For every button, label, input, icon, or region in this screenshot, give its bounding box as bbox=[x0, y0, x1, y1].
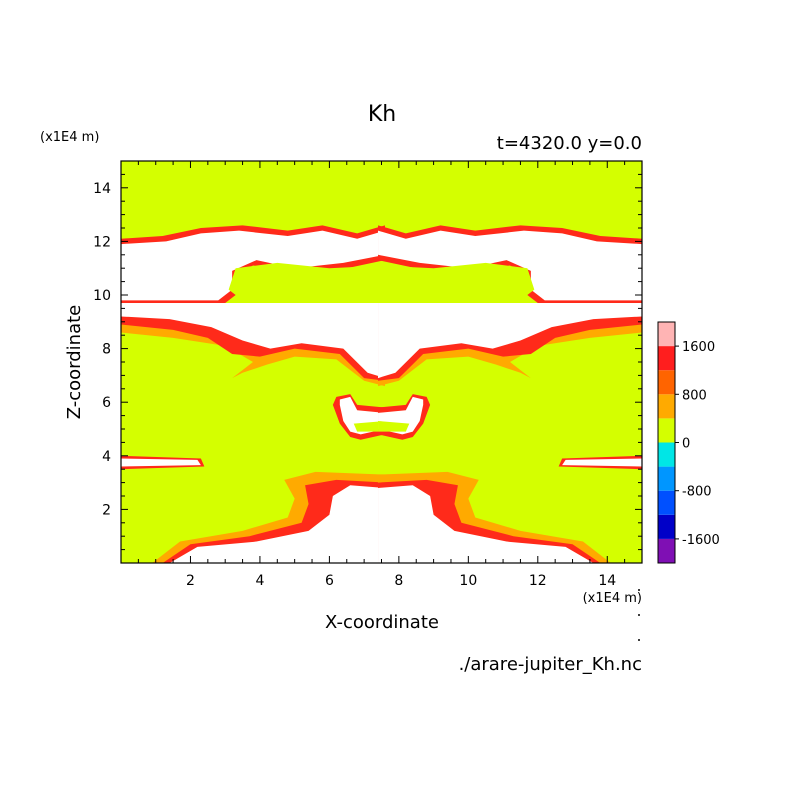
colorbar-swatch bbox=[658, 514, 675, 539]
y-tick-label: 14 bbox=[93, 181, 111, 197]
contour-band bbox=[562, 458, 642, 467]
contour-band bbox=[121, 458, 201, 467]
colorbar-swatch bbox=[658, 370, 675, 395]
contour-band bbox=[378, 420, 410, 432]
source-file-label: ./arare-jupiter_Kh.nc bbox=[459, 654, 642, 675]
x-tick-label: 12 bbox=[529, 573, 547, 589]
contour-band bbox=[378, 230, 642, 301]
y-axis-title: Z-coordinate bbox=[64, 305, 85, 420]
y-unit-label: (x1E4 m) bbox=[40, 130, 99, 145]
contour-band bbox=[378, 485, 594, 563]
y-tick-label: 12 bbox=[93, 234, 111, 250]
y-tick-label: 6 bbox=[102, 395, 111, 411]
contour-band bbox=[378, 262, 535, 304]
time-info: t=4320.0 y=0.0 bbox=[497, 133, 642, 154]
contour-band bbox=[228, 262, 385, 304]
x-tick-label: 14 bbox=[598, 573, 616, 589]
colorbar-label: -1600 bbox=[682, 533, 720, 548]
x-tick-label: 6 bbox=[325, 573, 334, 589]
x-axis: 2 4 6 8 10 12 14 bbox=[137, 161, 626, 589]
x-tick-label: 4 bbox=[255, 573, 264, 589]
contour-band bbox=[378, 303, 642, 379]
colorbar-label: 1600 bbox=[682, 340, 715, 355]
contour-band bbox=[169, 485, 385, 563]
x-axis-title: X-coordinate bbox=[325, 612, 439, 633]
y-tick-label: 4 bbox=[102, 449, 111, 465]
colorbar-swatch bbox=[658, 538, 675, 563]
contour-band bbox=[353, 420, 385, 432]
x-tick-label: 8 bbox=[394, 573, 403, 589]
chart-title: Kh bbox=[368, 102, 396, 127]
y-tick-label: 8 bbox=[102, 342, 111, 358]
y-tick-label: 10 bbox=[93, 288, 111, 304]
field-left-half bbox=[121, 225, 385, 563]
colorbar-swatch bbox=[658, 490, 675, 515]
y-tick-label: 2 bbox=[102, 502, 111, 518]
x-tick-label: 10 bbox=[459, 573, 477, 589]
x-tick-label: 2 bbox=[186, 573, 195, 589]
marker-dot bbox=[638, 639, 640, 641]
colorbar-label: 0 bbox=[682, 437, 690, 452]
marker-dot bbox=[638, 614, 640, 616]
colorbar-swatch bbox=[658, 442, 675, 467]
colorbar-label: 800 bbox=[682, 388, 707, 403]
kh-field-contours bbox=[121, 225, 642, 563]
contour-band bbox=[121, 230, 385, 301]
contour-band bbox=[121, 303, 385, 379]
colorbar-swatch bbox=[658, 394, 675, 419]
colorbar-swatch bbox=[658, 322, 675, 347]
colorbar-swatch bbox=[658, 346, 675, 371]
marker-dot bbox=[638, 589, 640, 591]
plot-area bbox=[121, 161, 642, 563]
colorbar-swatch bbox=[658, 418, 675, 443]
y-axis: 2 4 6 8 10 12 14 bbox=[93, 173, 642, 551]
x-unit-label: (x1E4 m) bbox=[583, 591, 642, 606]
colorbar: 1600 800 0 -800 -1600 bbox=[657, 321, 720, 564]
field-right-half bbox=[378, 225, 642, 563]
colorbar-swatch bbox=[658, 466, 675, 491]
colorbar-label: -800 bbox=[682, 485, 712, 500]
